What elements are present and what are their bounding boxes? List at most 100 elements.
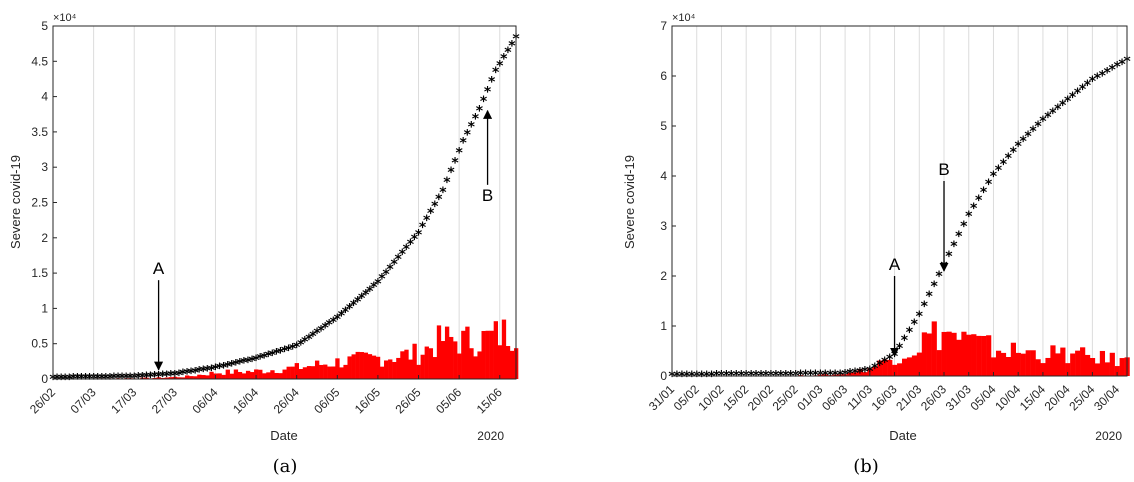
daily-bar — [408, 359, 413, 379]
cumulative-marker: * — [846, 367, 854, 383]
cumulative-marker: * — [673, 369, 681, 385]
x-tick-label: 15/02 — [720, 382, 751, 413]
cumulative-marker: * — [330, 315, 338, 331]
daily-bar — [911, 355, 918, 376]
daily-bar — [497, 345, 503, 379]
annotation-label: B — [938, 160, 949, 179]
cumulative-marker: * — [876, 358, 884, 374]
x-tick-label: 30/04 — [1091, 382, 1122, 413]
cumulative-marker: * — [183, 367, 191, 383]
cumulative-marker: * — [354, 294, 362, 310]
cumulative-marker: * — [496, 58, 504, 74]
x-tick-label: 26/02 — [27, 385, 58, 416]
cumulative-marker: * — [935, 269, 943, 285]
daily-bar — [477, 351, 482, 379]
daily-bar — [461, 330, 466, 379]
y-axis-label-a: Severe covid-19 — [8, 155, 23, 249]
exponent-label-b: ×10⁴ — [672, 12, 696, 24]
cumulative-marker: * — [455, 145, 463, 161]
cumulative-marker: * — [313, 326, 321, 342]
cumulative-marker: * — [317, 323, 325, 339]
daily-bar — [505, 346, 511, 379]
cumulative-marker: * — [362, 287, 370, 303]
y-tick-label: 3 — [41, 160, 48, 174]
cumulative-marker: * — [891, 349, 899, 365]
daily-bar — [400, 351, 405, 379]
cumulative-marker: * — [678, 369, 686, 385]
cumulative-marker: * — [220, 360, 228, 376]
cumulative-marker: * — [431, 199, 439, 215]
caption-b: (b) — [853, 456, 879, 477]
cumulative-marker: * — [395, 252, 403, 268]
daily-bar — [1114, 366, 1120, 376]
cumulative-marker: * — [382, 267, 390, 283]
x-tick-label: 15/06 — [474, 385, 505, 416]
cumulative-marker: * — [980, 185, 988, 201]
x-tick-label: 05/04 — [967, 382, 998, 413]
y-tick-label: 0 — [660, 369, 667, 383]
cumulative-marker: * — [78, 372, 86, 388]
cumulative-marker: * — [293, 340, 301, 356]
daily-bar — [371, 355, 377, 379]
cumulative-marker: * — [856, 365, 864, 381]
x-tick-label: 06/05 — [311, 385, 342, 416]
x-tick-label: 06/03 — [819, 382, 850, 413]
daily-bar — [465, 326, 470, 379]
panel-b: *********************************** **** *… — [622, 12, 1131, 477]
cumulative-marker: * — [896, 341, 904, 357]
daily-bar — [1109, 352, 1115, 376]
daily-bar — [961, 331, 967, 376]
cumulative-marker: * — [1099, 68, 1107, 84]
daily-bar — [140, 377, 145, 379]
daily-bar — [266, 372, 271, 379]
cumulative-marker: * — [366, 284, 374, 300]
daily-bar — [862, 372, 868, 376]
daily-bar — [877, 360, 883, 376]
bars-b — [773, 321, 1130, 376]
y-ticks-a: 0 0.5 1 1.5 2 2.5 3 3.5 4 4.5 5 — [31, 19, 57, 386]
cumulative-marker: * — [488, 75, 496, 91]
cumulative-marker: * — [248, 354, 256, 370]
daily-bar — [872, 366, 878, 376]
daily-bar — [331, 366, 336, 379]
cumulative-marker: * — [451, 155, 459, 171]
cumulative-marker: * — [975, 193, 983, 209]
daily-bar — [501, 319, 507, 379]
cumulative-marker: * — [743, 369, 751, 385]
daily-bar — [282, 369, 287, 379]
cumulative-marker: * — [1094, 71, 1102, 87]
cumulative-marker: * — [240, 356, 248, 372]
daily-bar — [404, 349, 409, 379]
daily-bar — [1084, 354, 1091, 376]
cumulative-marker: * — [447, 165, 455, 181]
cumulative-marker: * — [921, 299, 929, 315]
cumulative-marker: * — [1118, 57, 1126, 73]
cumulative-marker: * — [508, 38, 516, 54]
cumulative-marker: * — [187, 366, 195, 382]
daily-bar — [424, 346, 429, 379]
daily-bar — [412, 343, 417, 379]
daily-bar — [274, 372, 279, 379]
plot-area-b — [672, 26, 1127, 376]
cumulative-marker: * — [305, 332, 313, 348]
x-tick-label: 25/04 — [1066, 382, 1097, 413]
cumulative-marker: * — [484, 84, 492, 100]
cumulative-marker: * — [281, 344, 289, 360]
daily-bar — [359, 352, 364, 379]
daily-bar — [1000, 352, 1007, 376]
cumulative-marker: * — [204, 363, 212, 379]
cumulative-marker: * — [738, 369, 746, 385]
daily-bar — [164, 377, 170, 379]
daily-bar — [966, 334, 972, 376]
y-tick-label: 4 — [41, 90, 48, 104]
x-tick-label: 05/02 — [671, 382, 702, 413]
year-label-a: 2020 — [477, 429, 504, 443]
cumulative-marker: * — [212, 362, 220, 378]
daily-bar — [1119, 358, 1125, 376]
cumulative-marker: * — [688, 369, 696, 385]
y-tick-label: 4.5 — [31, 54, 48, 68]
cumulative-marker: * — [179, 367, 187, 383]
daily-bar — [416, 364, 421, 379]
daily-bar — [144, 377, 149, 379]
daily-bar — [956, 339, 962, 376]
